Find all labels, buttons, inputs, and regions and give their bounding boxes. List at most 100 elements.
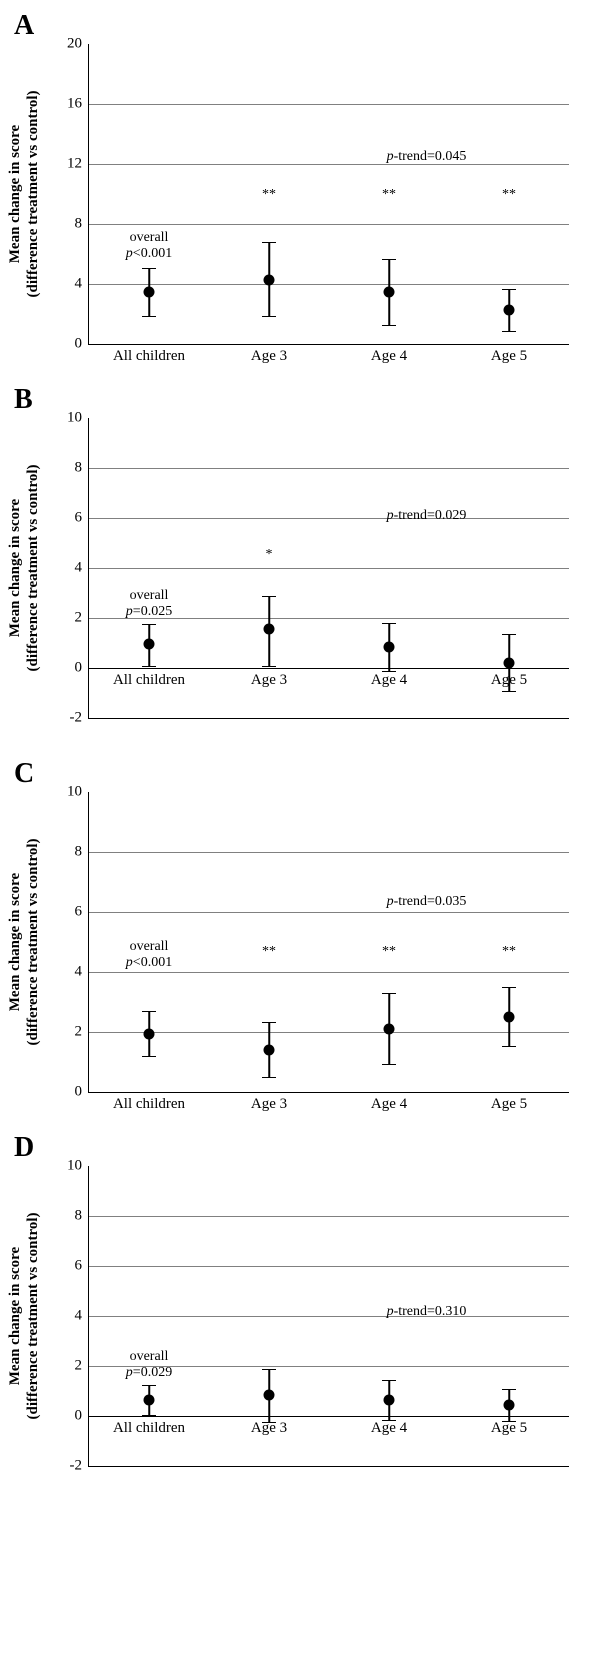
p-trend-label: p-trend=0.029 <box>387 508 467 524</box>
marker-circle <box>144 1028 155 1039</box>
zero-line <box>89 1416 569 1417</box>
overall-p-annotation: overallp=0.029 <box>126 1349 172 1381</box>
chart: 0246810Mean change in score(difference t… <box>88 792 568 1092</box>
xtick-label: Age 4 <box>371 1420 407 1437</box>
xtick-label: Age 3 <box>251 1096 287 1113</box>
marker-circle <box>504 658 515 669</box>
error-cap <box>142 666 156 667</box>
error-cap <box>502 634 516 635</box>
ytick-label: 16 <box>42 96 82 113</box>
significance-marker: ** <box>382 945 396 959</box>
error-cap <box>142 1415 156 1416</box>
ytick-label: 6 <box>42 1258 82 1275</box>
error-cap <box>382 1064 396 1065</box>
significance-marker: ** <box>502 945 516 959</box>
ytick-label: -2 <box>42 710 82 727</box>
gridline <box>89 568 569 569</box>
ytick-label: 10 <box>42 410 82 427</box>
plot-area: All childrenAge 3Age 4Age 5*overallp=0.0… <box>88 418 569 719</box>
marker-circle <box>384 1024 395 1035</box>
overall-p-annotation: overallp<0.001 <box>126 939 172 971</box>
marker-circle <box>144 1394 155 1405</box>
error-cap <box>262 1022 276 1023</box>
ytick-label: 2 <box>42 1024 82 1041</box>
data-point <box>504 658 515 669</box>
ytick-label: 10 <box>42 1158 82 1175</box>
xtick-label: All children <box>113 1096 185 1113</box>
error-cap <box>502 331 516 332</box>
xtick-label: Age 4 <box>371 672 407 689</box>
gridline <box>89 1316 569 1317</box>
marker-circle <box>144 639 155 650</box>
xtick-label: Age 3 <box>251 672 287 689</box>
panel-C: C0246810Mean change in score(difference … <box>10 758 590 1092</box>
y-axis-title-line2: (difference treatment vs control) <box>25 90 41 297</box>
error-cap <box>262 1422 276 1423</box>
error-cap <box>142 624 156 625</box>
error-cap <box>382 259 396 260</box>
data-point <box>504 1012 515 1023</box>
ytick-label: 0 <box>42 1408 82 1425</box>
ytick-label: 0 <box>42 1084 82 1101</box>
plot-area: All childrenAge 3Age 4Age 5overallp=0.02… <box>88 1166 569 1467</box>
p-trend-label: p-trend=0.045 <box>387 149 467 165</box>
plot-area: All childrenAge 3Age 4Age 5******overall… <box>88 44 569 345</box>
marker-circle <box>264 1389 275 1400</box>
panel-label: D <box>14 1132 590 1164</box>
chart: 048121620Mean change in score(difference… <box>88 44 568 344</box>
chart: -20246810Mean change in score(difference… <box>88 418 568 718</box>
gridline <box>89 224 569 225</box>
error-cap <box>262 1077 276 1078</box>
marker-circle <box>384 286 395 297</box>
data-point <box>504 1399 515 1410</box>
p-trend-label: p-trend=0.310 <box>387 1304 467 1320</box>
data-point <box>144 286 155 297</box>
gridline <box>89 468 569 469</box>
data-point <box>504 304 515 315</box>
ytick-label: 12 <box>42 156 82 173</box>
data-point <box>384 1024 395 1035</box>
error-cap <box>262 1369 276 1370</box>
significance-marker: ** <box>262 188 276 202</box>
panel-label: A <box>14 10 590 42</box>
error-cap <box>502 1421 516 1422</box>
y-axis-title-line1: Mean change in score <box>7 873 23 1011</box>
ytick-label: 10 <box>42 784 82 801</box>
error-cap <box>502 289 516 290</box>
error-cap <box>142 268 156 269</box>
ytick-label: 4 <box>42 560 82 577</box>
panel-label: B <box>14 384 590 416</box>
ytick-label: 8 <box>42 460 82 477</box>
error-cap <box>142 1011 156 1012</box>
overall-p-annotation: overallp=0.025 <box>126 588 172 620</box>
marker-circle <box>504 1012 515 1023</box>
plot-area: All childrenAge 3Age 4Age 5******overall… <box>88 792 569 1093</box>
error-cap <box>142 316 156 317</box>
y-axis-title-line1: Mean change in score <box>7 499 23 637</box>
data-point <box>384 641 395 652</box>
ytick-label: 4 <box>42 964 82 981</box>
y-axis-title: Mean change in score(difference treatmen… <box>6 464 42 671</box>
xtick-label: Age 3 <box>251 348 287 365</box>
ytick-label: 6 <box>42 904 82 921</box>
ytick-label: 20 <box>42 36 82 53</box>
y-axis-title-line2: (difference treatment vs control) <box>25 464 41 671</box>
data-point <box>144 1028 155 1039</box>
error-cap <box>262 242 276 243</box>
gridline <box>89 1216 569 1217</box>
error-cap <box>382 325 396 326</box>
marker-circle <box>144 286 155 297</box>
panel-label: C <box>14 758 590 790</box>
gridline <box>89 1032 569 1033</box>
ytick-label: 4 <box>42 276 82 293</box>
overall-p-annotation: overallp<0.001 <box>126 230 172 262</box>
error-cap <box>262 316 276 317</box>
error-cap <box>142 1056 156 1057</box>
error-cap <box>502 691 516 692</box>
gridline <box>89 164 569 165</box>
xtick-label: All children <box>113 672 185 689</box>
error-cap <box>142 1385 156 1386</box>
marker-circle <box>264 624 275 635</box>
marker-circle <box>264 274 275 285</box>
ytick-label: 6 <box>42 510 82 527</box>
